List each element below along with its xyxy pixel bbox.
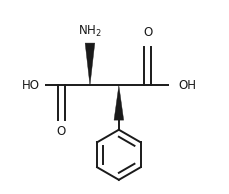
Text: OH: OH <box>178 79 196 92</box>
Text: O: O <box>56 125 65 138</box>
Polygon shape <box>114 85 123 120</box>
Text: HO: HO <box>22 79 40 92</box>
Text: NH$_2$: NH$_2$ <box>78 24 101 39</box>
Polygon shape <box>85 43 94 85</box>
Text: O: O <box>142 26 152 39</box>
